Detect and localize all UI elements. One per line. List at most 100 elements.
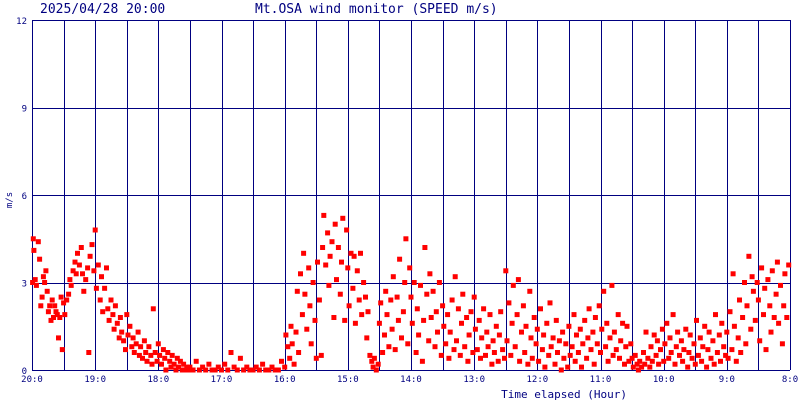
x-axis-label: Time elapsed (Hour) <box>501 388 627 400</box>
data-point <box>675 329 681 335</box>
data-point <box>111 326 117 332</box>
data-point <box>763 347 769 353</box>
data-point <box>413 350 419 355</box>
data-point <box>244 364 250 370</box>
data-point <box>331 315 337 320</box>
data-point <box>481 306 487 312</box>
data-point <box>302 291 308 297</box>
data-point <box>345 265 351 271</box>
data-point <box>639 364 645 370</box>
data-point <box>318 352 324 358</box>
data-point <box>186 367 192 373</box>
data-point <box>35 239 41 245</box>
data-point <box>418 282 423 288</box>
data-point <box>670 312 676 318</box>
data-point <box>440 303 446 309</box>
data-point <box>203 367 209 373</box>
data-point <box>533 341 539 347</box>
data-point <box>509 320 515 326</box>
data-point <box>127 323 133 329</box>
data-point <box>522 350 528 355</box>
data-point <box>190 367 196 373</box>
data-point <box>102 285 108 291</box>
data-point <box>394 294 400 300</box>
data-point <box>57 315 63 320</box>
data-point <box>56 335 61 341</box>
data-point <box>129 344 135 350</box>
data-points <box>30 212 792 373</box>
data-point <box>356 297 362 303</box>
data-point <box>685 364 691 370</box>
x-tick-label: 17:0 <box>211 375 233 385</box>
data-point <box>32 277 38 283</box>
data-point <box>752 317 758 323</box>
data-point <box>117 315 123 320</box>
data-point <box>667 335 673 341</box>
data-point <box>64 297 70 303</box>
data-point <box>615 312 621 318</box>
data-point <box>320 245 326 250</box>
data-point <box>364 335 370 341</box>
data-point <box>371 355 377 361</box>
x-tick-label: 19:0 <box>84 375 106 385</box>
data-point <box>136 352 142 358</box>
data-point <box>30 236 36 242</box>
data-point <box>601 288 607 294</box>
data-point <box>121 338 127 344</box>
data-point <box>168 364 174 370</box>
data-point <box>72 259 78 265</box>
data-point <box>731 323 737 329</box>
data-point <box>618 338 624 344</box>
data-point <box>165 350 171 355</box>
data-point <box>449 297 455 303</box>
data-point <box>403 236 409 242</box>
data-point <box>376 320 382 326</box>
data-point <box>622 361 627 367</box>
timestamp-label: 2025/04/28 20:00 <box>40 2 165 17</box>
data-point <box>762 285 768 291</box>
data-point <box>152 350 158 355</box>
data-point <box>177 358 183 364</box>
data-point <box>718 358 723 364</box>
data-point <box>149 361 155 367</box>
data-point <box>81 288 87 294</box>
data-point <box>382 332 387 338</box>
data-point <box>39 294 45 300</box>
data-point <box>746 253 752 259</box>
data-point <box>724 329 730 335</box>
data-point <box>146 344 152 350</box>
data-point <box>464 315 470 320</box>
data-point <box>293 329 299 335</box>
data-point <box>157 352 163 358</box>
data-point <box>83 277 89 283</box>
data-point <box>466 332 472 338</box>
data-point <box>502 355 507 361</box>
data-point <box>719 320 725 326</box>
data-point <box>119 329 125 335</box>
data-point <box>47 303 53 309</box>
data-point <box>171 361 177 367</box>
data-point <box>623 344 629 350</box>
data-point <box>586 306 592 312</box>
data-point <box>645 355 651 361</box>
data-point <box>209 367 215 373</box>
chart-title: Mt.OSA wind monitor (SPEED m/s) <box>255 2 498 17</box>
data-point <box>307 303 313 309</box>
data-point <box>388 297 394 303</box>
data-point <box>723 352 729 358</box>
data-point <box>529 355 535 361</box>
data-point <box>517 358 523 364</box>
y-axis-label: m/s <box>5 192 15 208</box>
data-point <box>658 347 663 353</box>
data-point <box>609 282 615 288</box>
data-point <box>301 250 307 256</box>
data-point <box>321 212 327 218</box>
data-point <box>687 332 693 338</box>
data-point <box>392 347 398 353</box>
data-point <box>569 344 575 350</box>
data-point <box>470 350 476 355</box>
data-point <box>544 320 550 326</box>
data-point <box>150 306 156 312</box>
data-point <box>352 320 358 326</box>
